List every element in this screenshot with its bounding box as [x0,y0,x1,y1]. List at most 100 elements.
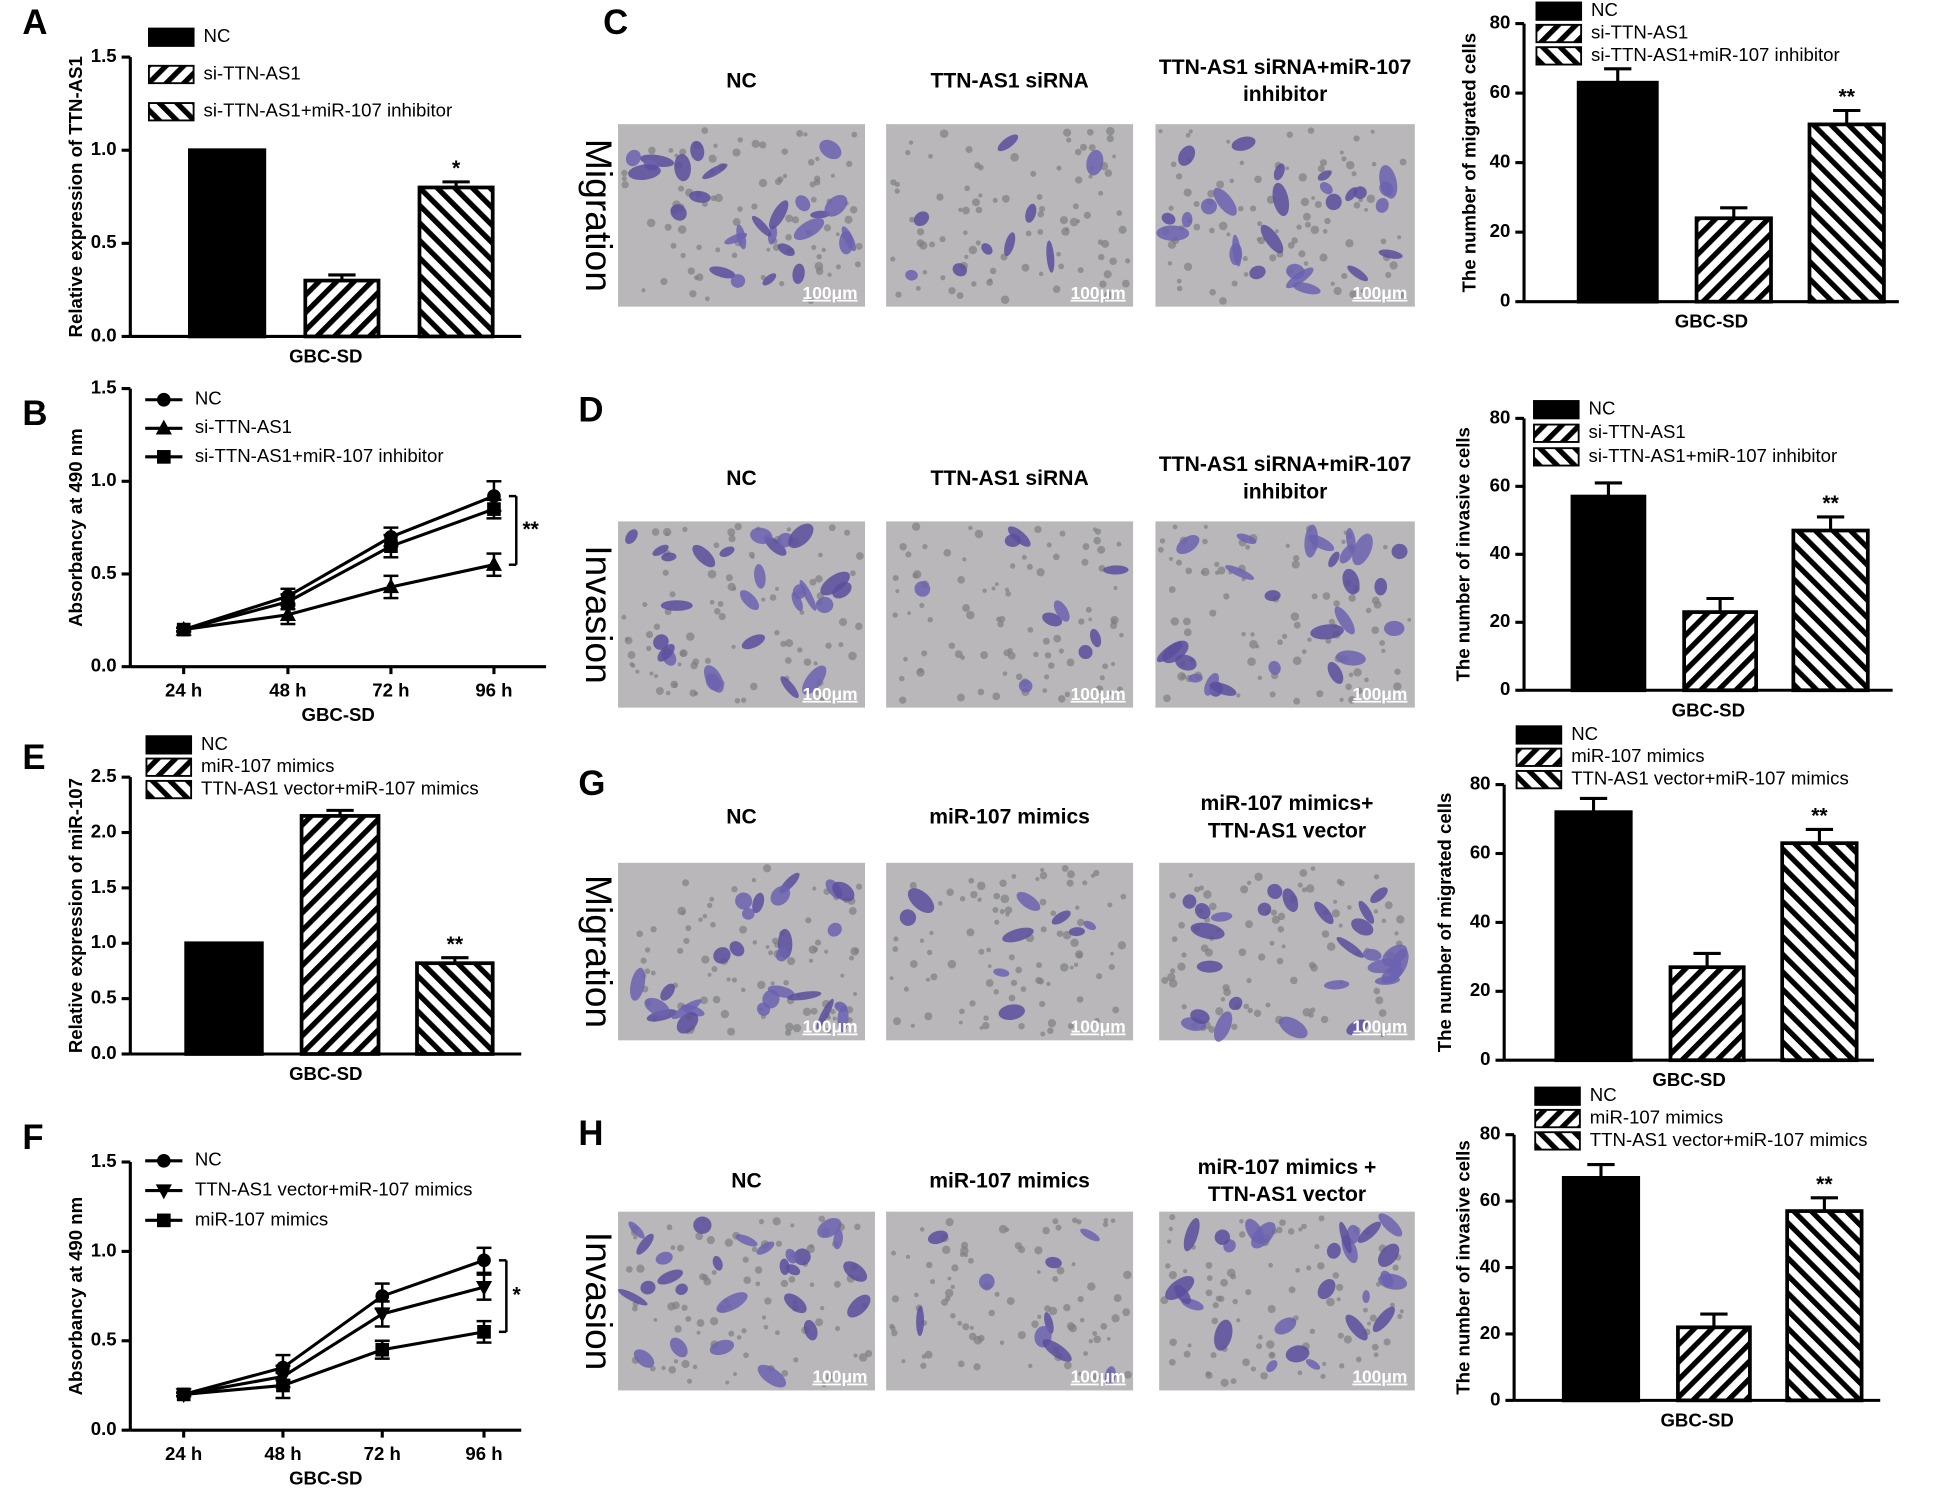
cell-debris [1039,1000,1046,1008]
cell-debris [950,1284,955,1290]
micrograph-bg [1159,1211,1415,1391]
cell-debris [1257,675,1263,681]
cell-debris [1369,1314,1377,1322]
cell-debris [980,651,988,659]
marker [375,1342,390,1357]
cell-debris [1106,1336,1111,1341]
column-header: NC [726,70,756,93]
column-header: TTN-AS1 siRNA [931,70,1089,93]
cell [1051,910,1071,925]
cell-debris [909,960,918,968]
cell-debris [1291,237,1298,244]
cell-debris [1335,1283,1344,1292]
cell-debris [983,1015,989,1021]
cell-debris [1181,1004,1187,1010]
cell-debris [1188,129,1193,134]
cell-debris [703,1277,712,1286]
cell-debris [1348,594,1356,602]
marker [155,419,172,435]
cell-debris [812,886,817,891]
cell-debris [1107,902,1113,908]
cell-debris [1365,607,1372,614]
cell-debris [1277,639,1283,646]
cell-debris [1277,926,1285,933]
cell-debris [1036,962,1043,969]
cell-debris [982,588,987,593]
cell-debris [968,877,975,884]
cell-debris [1070,938,1079,948]
cell-debris [1306,1265,1312,1271]
bar [184,941,264,1056]
cell-debris [1314,1244,1320,1250]
cell-debris [825,1027,832,1034]
panel-letter: D [578,391,603,429]
cell-debris [1183,1350,1191,1358]
cell-debris [1364,207,1369,212]
cell [1181,211,1193,228]
cell-debris [1106,134,1114,143]
column-header: TTN-AS1 vector [1208,819,1366,842]
cell-debris [774,629,780,636]
error-bar [1706,596,1734,613]
cell-debris [1037,978,1045,985]
cell-debris [673,1359,679,1364]
cell-debris [1331,909,1340,918]
cell-debris [1080,143,1088,151]
cell-debris [791,216,800,224]
cell-debris [1399,291,1406,299]
cell-debris [960,655,965,660]
cell-debris [649,671,654,676]
micrograph [886,1211,1134,1391]
cell-debris [994,919,1000,925]
cell-debris [775,586,780,591]
bar [1676,1325,1752,1403]
cell-debris [1108,963,1115,971]
cell-debris [1209,288,1216,296]
cell-debris [727,528,736,537]
cell [837,1005,849,1033]
cell-debris [1367,1321,1372,1326]
cell-debris [1000,295,1010,305]
cell [1016,891,1041,911]
cell-debris [1036,194,1043,200]
cell-debris [1158,129,1163,134]
cell-debris [1038,205,1046,213]
cell-debris [849,570,856,577]
legend-label: miR-107 mimics [1571,745,1704,766]
cell-debris [1220,997,1226,1002]
cell [692,544,716,568]
y-axis-label: Relative expression of miR-107 [65,778,86,1053]
cell [820,571,850,596]
cell-debris [1063,1304,1071,1312]
legend-label: NC [204,25,231,46]
error-bar [1579,796,1608,813]
cell [827,922,842,937]
cell-debris [1168,1358,1176,1366]
cell [1380,1270,1394,1288]
cell-debris [958,207,963,213]
x-axis-label: GBC-SD [289,1468,362,1489]
cell-debris [1109,257,1117,266]
cell-debris [1066,879,1074,887]
cell-debris [968,245,978,255]
cell [1314,901,1334,925]
scale-bar-label: 100μm [812,1367,867,1387]
cell-debris [751,139,760,148]
cell [712,1255,723,1271]
error-bar [1805,827,1834,844]
cell-debris [1172,524,1178,530]
y-tick-label: 1.5 [91,45,117,66]
legend-label: TTN-AS1 vector+miR-107 mimics [1590,1129,1868,1150]
cell-debris [992,692,1001,701]
cell-debris [1026,563,1033,570]
cell-debris [1353,201,1361,209]
cell-debris [973,1363,981,1371]
cell-debris [989,267,997,275]
cell-debris [737,137,743,143]
cell-debris [993,892,1001,900]
legend-swatch [145,779,193,800]
cell-debris [1167,1239,1172,1244]
cell-debris [919,938,925,943]
cell-debris [1371,596,1380,605]
cell-debris [994,1291,1000,1297]
